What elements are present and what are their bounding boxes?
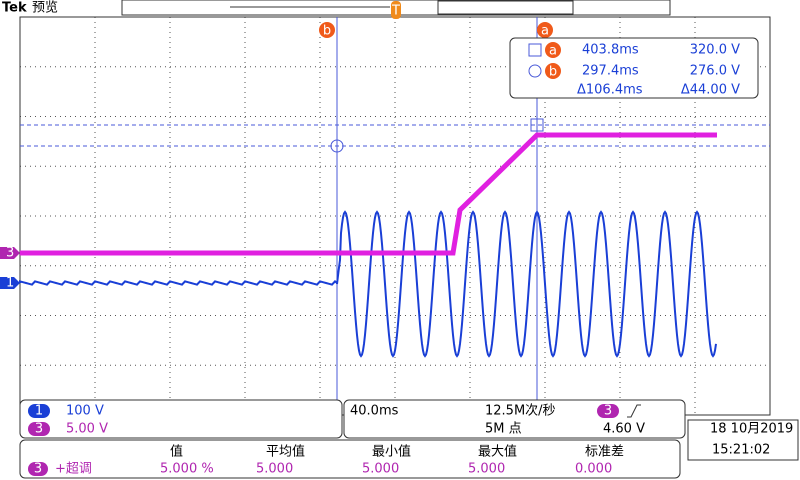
measurement-header: 值 <box>170 444 183 460</box>
cursor-b-time: 297.4ms <box>582 64 639 79</box>
measurement-header: 平均值 <box>266 444 305 460</box>
mode: 预览 <box>32 0 58 16</box>
cursor-a-voltage: 320.0 V <box>690 43 740 58</box>
trigger-badge <box>391 1 401 19</box>
channel-3-marker <box>0 247 20 259</box>
cursor-b-label: b <box>323 24 331 39</box>
measurement-value: 0.000 <box>575 462 612 477</box>
cursor-b-badge <box>319 22 335 38</box>
cursor-a-badge <box>537 22 553 38</box>
measurement-table: 值 平均值 最小值 最大值 标准差 3 +超调 5.000 % 5.000 5.000 5.000 0… <box>28 444 624 477</box>
measurement-value: 5.000 % <box>160 462 214 477</box>
trigger-level: 4.60 V <box>603 422 645 437</box>
delta-voltage: Δ44.00 V <box>681 83 740 98</box>
channel-1-scale: 100 V <box>66 404 104 419</box>
measurement-name: +超调 <box>55 462 92 477</box>
cursor-a-badge <box>545 42 561 58</box>
trigger-source-badge <box>597 404 619 418</box>
date: 18 10月2019 <box>710 422 793 437</box>
brand: Tek <box>2 1 27 16</box>
graticule <box>20 17 770 415</box>
trigger-marker: T <box>391 4 400 19</box>
cursor-b-icon <box>528 64 542 78</box>
cursor-b-badge <box>545 63 561 79</box>
channel-3-scale: 5.00 V <box>66 422 108 437</box>
cursor-a-icon <box>528 43 542 57</box>
cursor-a-time: 403.8ms <box>582 43 639 58</box>
measurement-value: 5.000 <box>468 462 505 477</box>
trigger-slope <box>627 404 641 418</box>
cursor-readout <box>509 37 759 99</box>
delta-time: Δ106.4ms <box>577 83 643 98</box>
measurement-value: 5.000 <box>362 462 399 477</box>
channel-1-waveform <box>19 210 717 358</box>
channel-3-waveform <box>20 132 717 256</box>
record-window <box>437 0 574 15</box>
channel-1-marker-label: 1 <box>6 276 14 291</box>
measurement-source: 3 <box>34 462 42 477</box>
trigger-source: 3 <box>604 404 612 419</box>
measurement-header: 最大值 <box>478 444 517 460</box>
record-length: 5M 点 <box>485 422 522 437</box>
channel-1-badge <box>28 404 50 418</box>
channel-3-id: 3 <box>35 422 43 437</box>
sample-rate: 12.5M次/秒 <box>485 403 556 419</box>
datetime-panel <box>687 419 799 461</box>
channel-3-marker-label: 3 <box>6 246 14 261</box>
time: 15:21:02 <box>712 443 770 458</box>
measurement-value: 5.000 <box>256 462 293 477</box>
channel-1-marker <box>0 277 20 289</box>
channel-1-id: 1 <box>35 404 43 419</box>
cursor-b-voltage: 276.0 V <box>690 64 740 79</box>
measurement-header: 最小值 <box>372 444 411 460</box>
time-scale: 40.0ms <box>350 404 399 419</box>
cursor-a-point <box>530 118 544 132</box>
channel-panel <box>19 399 343 439</box>
measurement-source-badge <box>28 462 48 476</box>
cursor-a-label: a <box>541 24 549 39</box>
cursor-b-point <box>330 139 344 153</box>
cursor-a-label: a <box>549 44 557 59</box>
measurement-panel <box>19 439 681 479</box>
measurement-header: 标准差 <box>585 445 624 460</box>
channel-3-badge <box>28 422 50 436</box>
cursor-b-label: b <box>549 65 557 80</box>
